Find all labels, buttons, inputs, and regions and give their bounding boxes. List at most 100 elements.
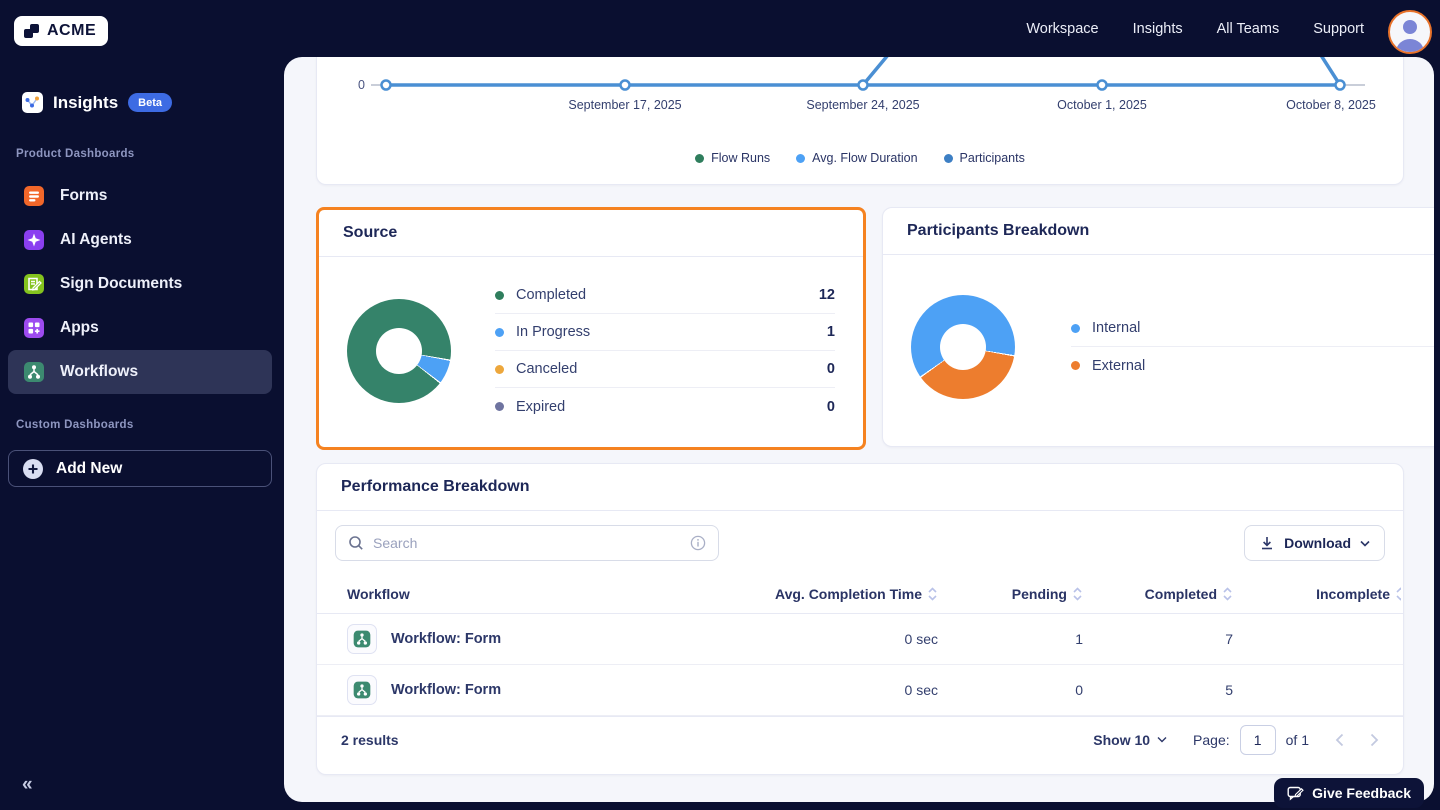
plus-icon (22, 458, 44, 480)
download-icon (1259, 535, 1275, 551)
flow-runs-dot-icon (695, 153, 705, 163)
add-new-button[interactable]: Add New (8, 450, 272, 487)
insights-header: Insights Beta (22, 92, 173, 113)
chevron-down-icon (1157, 736, 1167, 743)
sidebar-item-apps[interactable]: Apps (8, 306, 272, 350)
in-progress-dot-icon (495, 327, 504, 337)
source-donut-chart[interactable] (347, 299, 451, 403)
feedback-icon (1287, 785, 1304, 802)
workflow-name: Workflow: Form (391, 631, 502, 647)
sort-icon[interactable] (1222, 586, 1233, 602)
performance-breakdown-card: Performance Breakdown Download (316, 463, 1404, 775)
prev-page-button[interactable] (1335, 733, 1344, 747)
table-footer: 2 results Show 10 Page: of 1 (317, 716, 1403, 762)
show-per-page-select[interactable]: Show 10 (1093, 732, 1167, 748)
col-header-pending[interactable]: Pending (938, 586, 1083, 602)
info-icon[interactable] (690, 535, 706, 551)
page-input[interactable] (1239, 724, 1276, 755)
nav-insights[interactable]: Insights (1132, 20, 1183, 37)
ai-agents-icon (22, 228, 46, 252)
x-tick-label: October 8, 2025 (1286, 98, 1376, 112)
nav-workspace[interactable]: Workspace (1026, 20, 1099, 37)
sidebar-item-ai-agents[interactable]: AI Agents (8, 218, 272, 262)
acme-logo[interactable]: ACME (14, 16, 109, 46)
participants-breakdown-card: Participants Breakdown Internal 6 Extern… (882, 207, 1434, 447)
completed-dot-icon (495, 290, 504, 300)
flow-chart-card: 0 September 17, 2025 September 24, 2025 … (316, 57, 1404, 185)
participants-legend: Internal 6 External 11 (1071, 310, 1434, 384)
internal-dot-icon (1071, 323, 1080, 333)
participants-donut-chart[interactable] (911, 295, 1015, 399)
participants-dot-icon (943, 153, 953, 163)
col-header-completed[interactable]: Completed (1083, 586, 1233, 602)
sort-icon[interactable] (927, 586, 938, 602)
sidebar-item-label: AI Agents (60, 231, 132, 248)
search-box[interactable] (335, 525, 719, 561)
collapse-sidebar-icon[interactable]: « (22, 774, 33, 795)
y-axis-zero-label: 0 (358, 78, 365, 92)
workflow-row-icon (347, 675, 377, 705)
beta-badge: Beta (128, 93, 173, 112)
search-icon (348, 535, 364, 551)
sidebar-item-forms[interactable]: Forms (8, 174, 272, 218)
user-icon (1390, 12, 1430, 52)
legend-row-in-progress[interactable]: In Progress 1 (495, 314, 835, 351)
table-toolbar: Download (317, 511, 1403, 574)
legend-item[interactable]: Flow Runs (695, 151, 770, 165)
cell-completed: 5 (1225, 682, 1233, 698)
custom-dashboards-label: Custom Dashboards (16, 419, 134, 431)
give-feedback-button[interactable]: Give Feedback (1274, 778, 1424, 808)
nav-all-teams[interactable]: All Teams (1216, 20, 1280, 37)
legend-row-completed[interactable]: Completed 12 (495, 277, 835, 314)
nav-support[interactable]: Support (1313, 20, 1364, 37)
search-input[interactable] (373, 535, 681, 551)
col-header-incomplete[interactable]: Incomplete (1233, 586, 1401, 602)
sidebar-item-label: Apps (60, 319, 99, 336)
x-tick-label: October 1, 2025 (1057, 98, 1147, 112)
top-nav: Workspace Insights All Teams Support (284, 0, 1440, 57)
sidebar-item-workflows[interactable]: Workflows (8, 350, 272, 394)
page-of-label: of 1 (1285, 731, 1309, 748)
add-new-label: Add New (56, 459, 123, 477)
sidebar-item-label: Sign Documents (60, 275, 183, 292)
sort-icon[interactable] (1072, 586, 1083, 602)
feedback-label: Give Feedback (1312, 785, 1411, 801)
acme-logo-icon (22, 21, 42, 41)
sidebar-item-sign-documents[interactable]: Sign Documents (8, 262, 272, 306)
cell-avg-completion-time: 0 sec (904, 682, 938, 698)
flow-chart-legend: Flow Runs Avg. Flow Duration Participant… (317, 151, 1403, 165)
main-panel: 0 September 17, 2025 September 24, 2025 … (284, 57, 1434, 802)
external-dot-icon (1071, 361, 1080, 370)
canceled-dot-icon (495, 364, 504, 374)
legend-item[interactable]: Participants (943, 151, 1025, 165)
avatar[interactable] (1388, 10, 1432, 54)
source-card: Source Completed 12 In Progress 1 Cancel… (316, 207, 866, 450)
legend-row-expired[interactable]: Expired 0 (495, 388, 835, 425)
participants-card-title: Participants Breakdown (883, 208, 1434, 255)
donut-hole (940, 324, 986, 370)
table-row[interactable]: Workflow: Form 0 sec 0 5 (317, 665, 1403, 716)
download-button[interactable]: Download (1244, 525, 1385, 561)
legend-row-internal[interactable]: Internal 6 (1071, 310, 1434, 347)
sort-icon[interactable] (1395, 586, 1401, 602)
product-dashboards-label: Product Dashboards (16, 148, 135, 160)
table-row[interactable]: Workflow: Form 0 sec 1 7 (317, 614, 1403, 665)
cell-pending: 0 (1075, 682, 1083, 698)
x-tick-label: September 17, 2025 (568, 98, 681, 112)
source-legend: Completed 12 In Progress 1 Canceled 0 Ex… (495, 277, 835, 425)
legend-row-canceled[interactable]: Canceled 0 (495, 351, 835, 388)
sidebar-item-label: Forms (60, 187, 108, 204)
flow-line-chart: 0 September 17, 2025 September 24, 2025 … (358, 57, 1376, 112)
workflow-row-icon (347, 624, 377, 654)
workflows-icon (22, 360, 46, 384)
source-card-title: Source (319, 210, 863, 257)
legend-row-external[interactable]: External 11 (1071, 347, 1434, 384)
col-header-avg-completion-time[interactable]: Avg. Completion Time (738, 586, 938, 602)
performance-card-title: Performance Breakdown (317, 464, 1403, 511)
next-page-button[interactable] (1370, 733, 1379, 747)
insights-icon (22, 92, 43, 113)
legend-item[interactable]: Avg. Flow Duration (796, 151, 918, 165)
col-header-workflow[interactable]: Workflow (347, 585, 410, 602)
app-title: Insights (53, 92, 119, 112)
sidebar: ACME Insights Beta Product Dashboards Fo… (0, 0, 284, 810)
